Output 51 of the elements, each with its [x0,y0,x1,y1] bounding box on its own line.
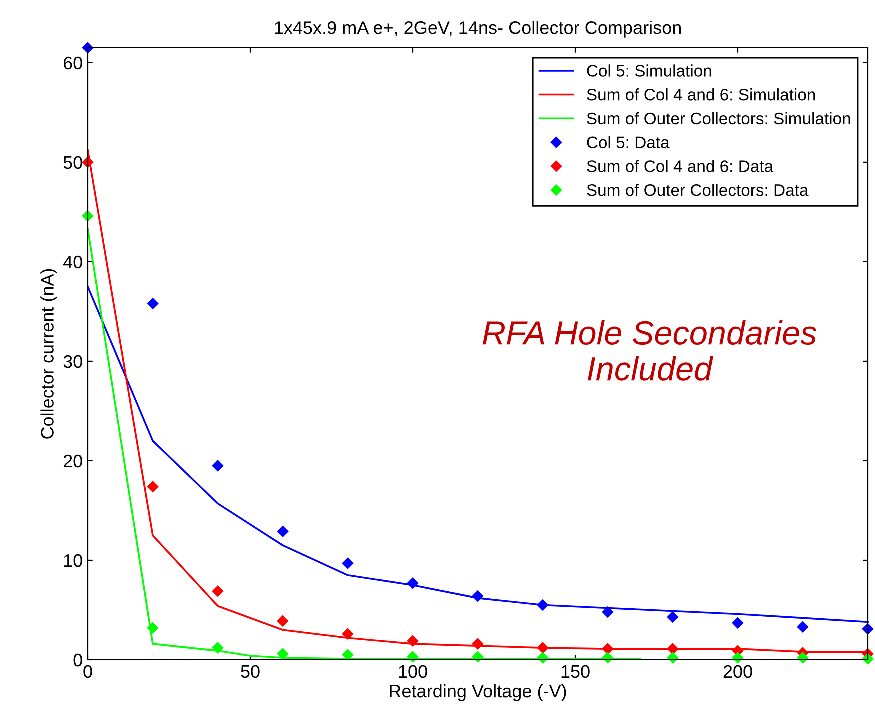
point [797,622,809,633]
point [537,600,549,611]
chart-title: 1x45x.9 mA e+, 2GeV, 14ns- Collector Comparison [275,21,681,38]
point [732,618,744,629]
point [862,624,874,635]
point [277,616,289,627]
point [667,643,679,655]
point [82,210,94,222]
x-tick-label: 50 [241,665,260,678]
y-tick-label: 20 [64,454,82,468]
legend-label: Col 5: Data [587,136,670,149]
point [602,606,614,618]
x-tick-label: 0 [84,665,92,678]
x-tick-label: 100 [399,665,428,678]
point [212,586,224,597]
point [667,612,679,623]
point [212,460,224,472]
annotation: RFA Hole Secondaries Included [482,320,817,381]
y-tick-label: 50 [64,156,82,170]
y-tick-label: 60 [64,56,82,70]
point [212,642,224,654]
y-tick-label: 10 [64,554,82,568]
point [472,590,484,602]
x-tick-label: 150 [562,665,590,678]
point [147,622,159,634]
point [342,649,354,661]
y-axis-title: Collector current (nA) [40,269,58,439]
legend-label: Sum of Col 4 and 6: Simulation [587,88,816,101]
point [602,643,614,655]
point [472,638,484,650]
legend-label: Sum of Col 4 and 6: Data [587,160,774,172]
point [537,642,549,654]
x-tick-label: 200 [724,665,752,678]
legend-label: Sum of Outer Collectors: Data [587,184,809,196]
x-axis-title: Retarding Voltage (-V) [390,684,566,702]
point [472,651,484,663]
point [407,651,419,663]
point [147,481,159,492]
legend-label: Col 5: Simulation [587,64,712,77]
point [342,628,354,640]
point [407,635,419,647]
point [342,558,354,570]
y-tick-label: 40 [63,256,82,269]
y-tick-label: 30 [64,355,82,368]
legend-label: Sum of Outer Collectors: Simulation [587,112,850,125]
point [277,526,289,538]
y-tick-label: 0 [74,654,82,667]
point [407,578,419,589]
point [732,652,744,664]
point [147,298,159,310]
point [277,648,289,660]
